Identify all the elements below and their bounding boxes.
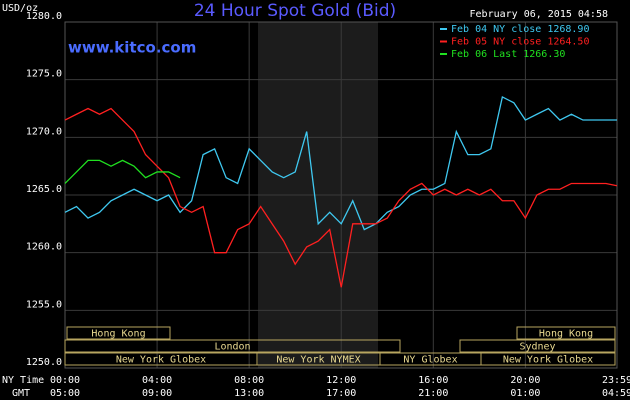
y-tick-label: 1260.0 [26,242,62,253]
session-box [459,339,616,353]
x-tick-label: 12:00 [326,375,356,386]
x-tick-label: 23:59 [602,375,630,386]
session-label: New York Globex [116,355,206,366]
y-tick-label: 1280.0 [26,11,62,22]
gmt-tick-label: 05:00 [50,388,80,399]
x-tick-label: 00:00 [50,375,80,386]
series-line [64,107,618,288]
session-box [480,352,616,366]
plot-frame [64,21,618,369]
x-tick-label: 04:00 [142,375,172,386]
y-tick-label: 1265.0 [26,184,62,195]
y-tick-label: 1255.0 [26,299,62,310]
y-tick-label: 1275.0 [26,69,62,80]
session-box [516,326,616,340]
x-tick-label: 08:00 [234,375,264,386]
series-line [64,159,181,184]
x-row-label: GMT [12,388,30,399]
session-box [66,326,171,340]
timestamp: February 06, 2015 04:58 [470,9,608,20]
x-tick-label: 16:00 [418,375,448,386]
legend-entry: Feb 06 Last 1266.30 [451,49,565,60]
chart-title: 24 Hour Spot Gold (Bid) [194,1,396,21]
gmt-tick-label: 13:00 [234,388,264,399]
y-unit: USD/oz [2,3,38,14]
session-label: Sydney [519,342,555,353]
x-row-label: NY Time [2,375,44,386]
session-label: New York NYMEX [276,355,360,366]
session-label: New York Globex [503,355,593,366]
gmt-tick-label: 04:59 [602,388,630,399]
gmt-tick-label: 21:00 [418,388,448,399]
legend-entry: Feb 05 NY close 1264.50 [451,37,589,48]
session-box [64,339,401,353]
series-line [64,96,617,231]
legend-entry: Feb 04 NY close 1268.90 [451,24,589,35]
session-label: London [214,342,250,353]
session-label: Hong Kong [91,329,145,340]
session-label: Hong Kong [539,329,593,340]
gmt-tick-label: 09:00 [142,388,172,399]
gmt-tick-label: 01:00 [510,388,540,399]
y-tick-label: 1250.0 [26,357,62,368]
website: www.kitco.com [68,39,196,57]
x-tick-label: 20:00 [510,375,540,386]
gmt-tick-label: 17:00 [326,388,356,399]
session-label: NY Globex [403,355,457,366]
y-tick-label: 1270.0 [26,126,62,137]
